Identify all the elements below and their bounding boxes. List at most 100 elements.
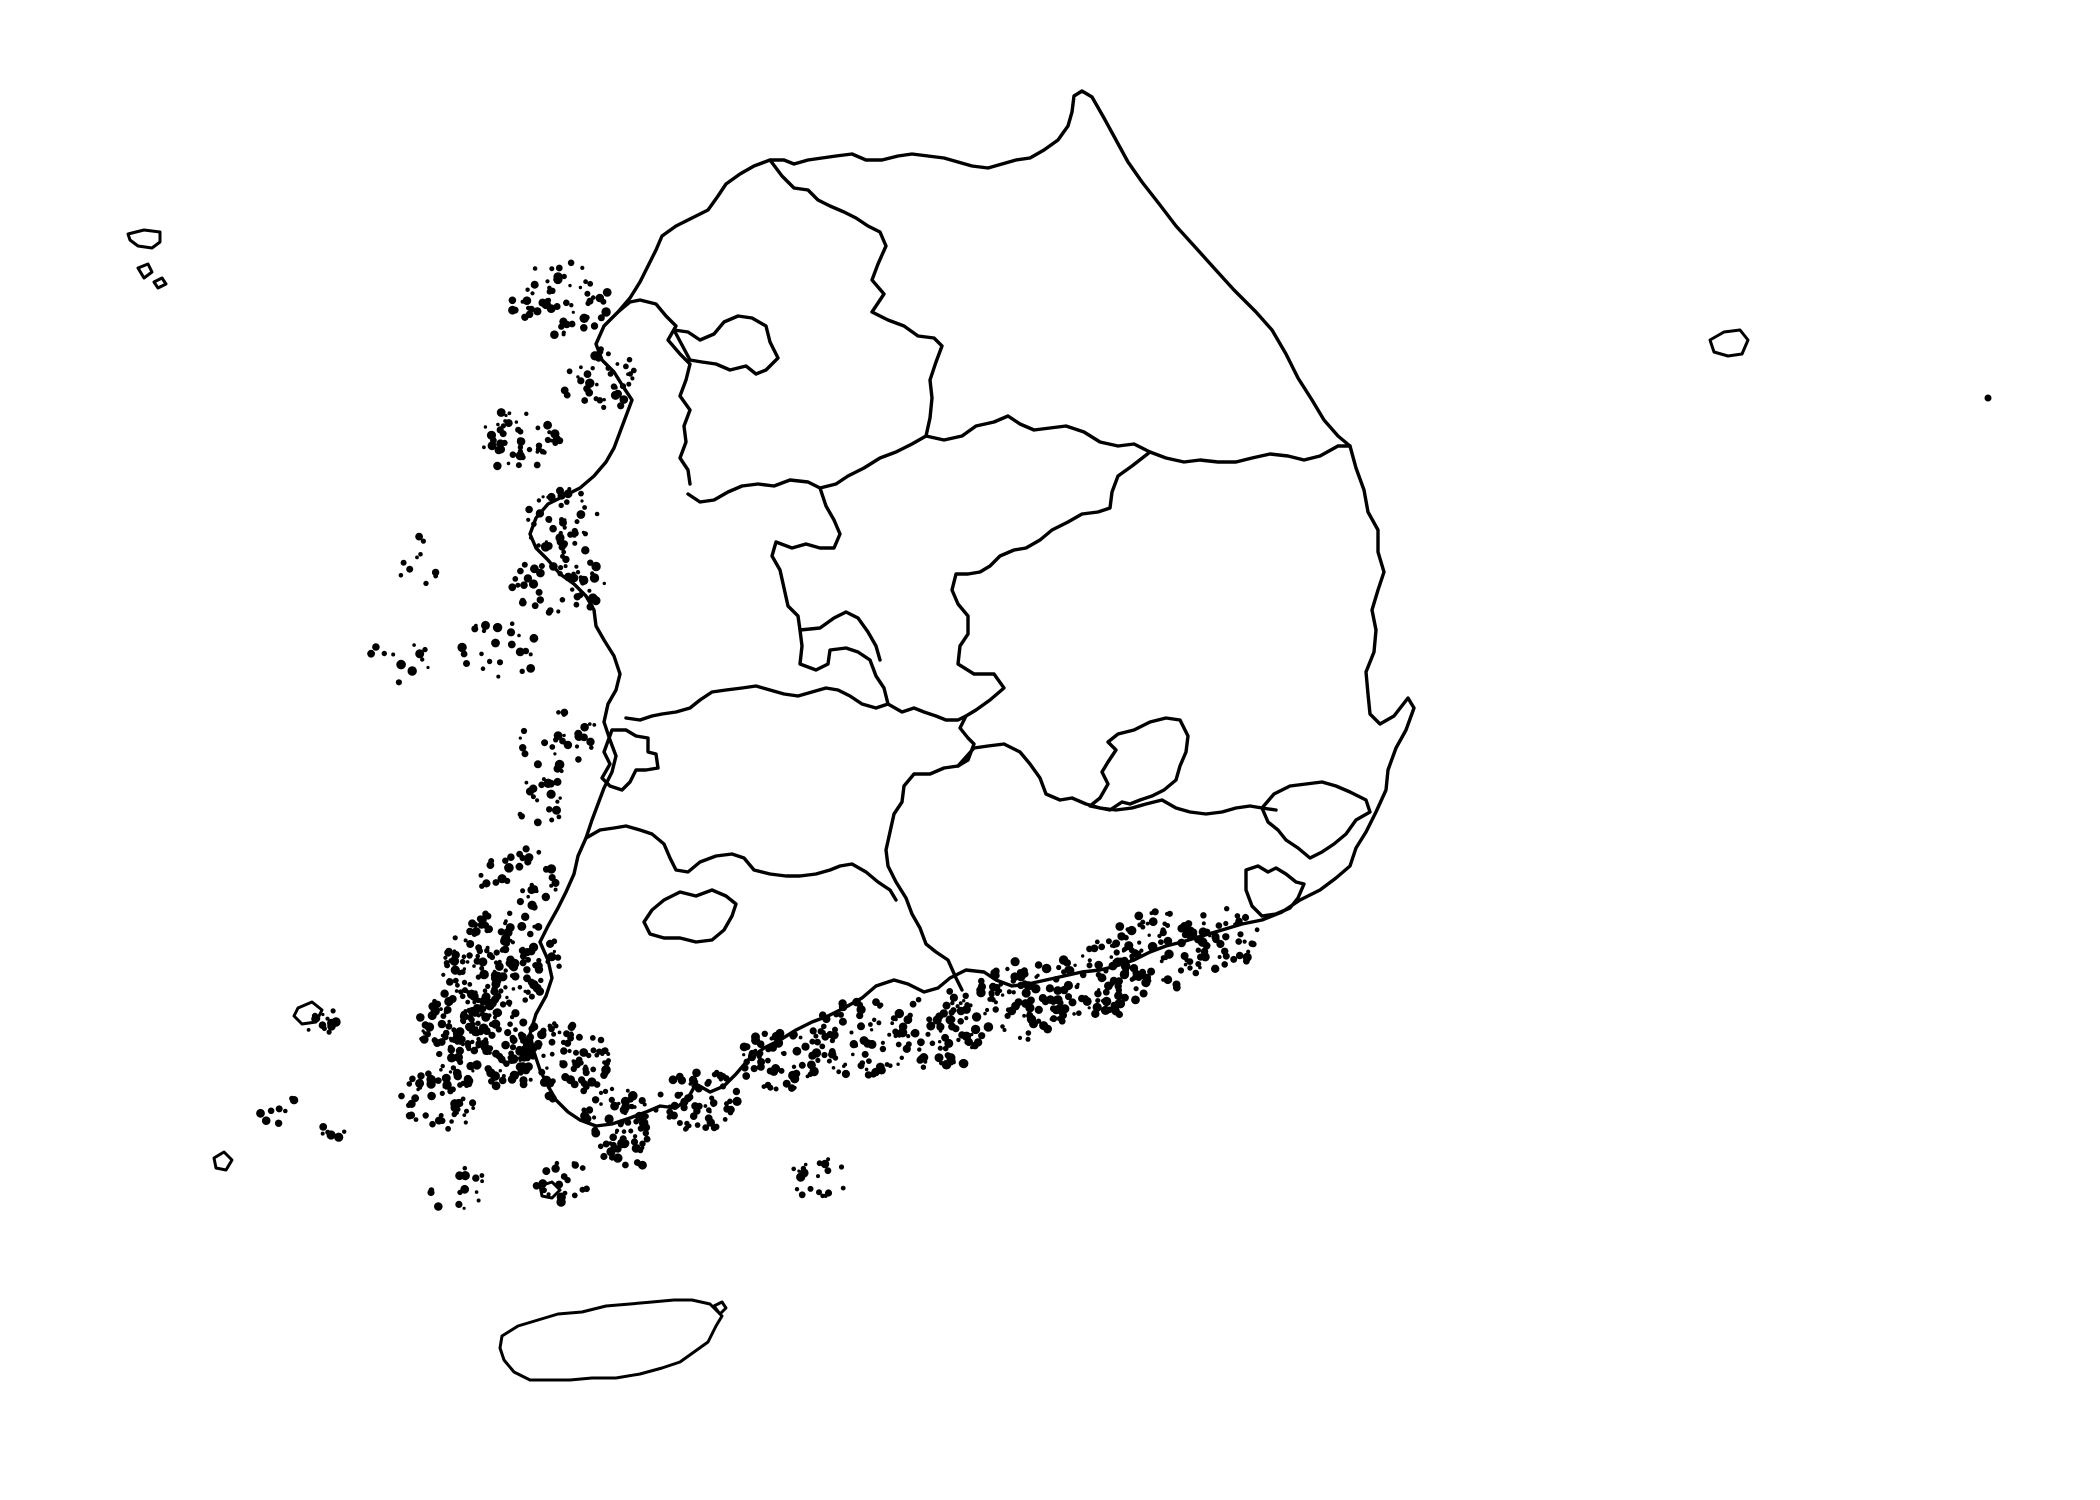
island-speck — [861, 1050, 869, 1058]
island-speck — [1165, 923, 1171, 928]
island-speck — [544, 298, 551, 304]
island-speck — [531, 602, 539, 610]
island-speck — [604, 1067, 610, 1073]
island-speck — [896, 1032, 902, 1038]
island-speck — [398, 1092, 405, 1100]
island-speck — [1029, 1019, 1038, 1029]
island-speck — [442, 1085, 446, 1089]
island-speck — [440, 1063, 445, 1069]
island-speck — [544, 1091, 554, 1101]
island-speck — [509, 621, 515, 626]
island-speck — [459, 1012, 469, 1021]
island-speck — [976, 988, 986, 998]
island-speck — [525, 505, 533, 514]
island-speck — [833, 1012, 839, 1018]
border-jeonbuk-jeonnam — [584, 824, 898, 902]
island-speck — [469, 1099, 477, 1107]
island-speck — [579, 365, 583, 370]
island-speck — [584, 290, 591, 297]
island-speck — [502, 857, 509, 864]
island-speck — [452, 977, 459, 984]
island-speck — [1186, 958, 1194, 965]
island-speck — [590, 1066, 597, 1073]
island-speck — [549, 524, 557, 533]
island-speck — [482, 1047, 490, 1055]
island-speck — [576, 510, 586, 519]
island-speck — [1237, 931, 1244, 938]
island-speck — [452, 935, 458, 941]
island-speck — [964, 1016, 969, 1021]
island-speck — [509, 1070, 520, 1081]
island-speck — [872, 1017, 877, 1022]
island-speck — [488, 1021, 495, 1028]
island-speck — [687, 1123, 692, 1129]
island-speck — [457, 1189, 463, 1196]
island-speck — [562, 525, 567, 530]
island-speck — [407, 1111, 416, 1119]
island-speck — [527, 947, 536, 956]
island-speck — [546, 1192, 551, 1197]
island-speck — [415, 555, 419, 560]
island-speck — [583, 1064, 588, 1069]
island-speck — [334, 1132, 344, 1142]
island-speck — [553, 777, 562, 786]
island-speck — [508, 305, 517, 315]
island-speck — [1002, 1028, 1007, 1032]
island-speck — [515, 647, 525, 657]
island-speck — [962, 1005, 971, 1014]
island-speck — [556, 437, 564, 445]
island-speck — [591, 1128, 601, 1138]
island-speck — [496, 422, 500, 427]
island-speck — [667, 1104, 672, 1109]
island-speck — [1036, 973, 1040, 978]
island-speck — [849, 1030, 854, 1035]
island-speck — [589, 573, 600, 583]
island-speck — [465, 960, 470, 964]
island-speck — [582, 505, 587, 510]
island-speck — [558, 565, 564, 571]
island-speck — [419, 1036, 424, 1041]
island-speck — [856, 1012, 864, 1020]
island-speck — [452, 1030, 458, 1036]
island-speck — [587, 559, 594, 566]
island-speck — [426, 665, 430, 670]
island-speck — [471, 1069, 475, 1073]
island-speck — [472, 1060, 482, 1070]
island-speck — [1103, 968, 1109, 974]
island-speck — [1250, 940, 1257, 948]
island-speck — [1160, 927, 1166, 933]
island-speck — [547, 779, 555, 788]
island-speck — [552, 949, 557, 954]
island-speck — [1197, 953, 1205, 961]
island-speck — [1114, 991, 1123, 1001]
baengnyeongdo-island — [126, 228, 162, 250]
island-speck — [962, 999, 966, 1003]
island-speck — [512, 576, 519, 582]
island-speck — [830, 1030, 839, 1040]
island-speck — [517, 444, 524, 450]
island-speck — [426, 1079, 436, 1089]
island-speck — [1211, 964, 1220, 973]
island-speck — [978, 1032, 986, 1040]
island-speck — [463, 1009, 468, 1014]
island-speck — [642, 1130, 649, 1137]
island-speck — [516, 898, 525, 906]
island-speck — [1245, 955, 1250, 961]
island-speck — [1235, 917, 1243, 925]
island-speck — [535, 798, 540, 803]
island-speck — [549, 817, 555, 823]
island-speck — [732, 1096, 742, 1106]
island-speck — [969, 1032, 974, 1037]
island-speck — [714, 1069, 720, 1076]
island-speck — [1119, 957, 1123, 962]
island-speck — [571, 310, 575, 314]
island-speck — [492, 1008, 502, 1018]
island-speck — [766, 1067, 774, 1075]
border-saemangeum — [600, 728, 660, 792]
island-speck — [533, 461, 541, 469]
island-speck — [538, 781, 545, 789]
island-speck — [1165, 912, 1169, 916]
island-speck — [536, 543, 541, 548]
island-speck — [412, 643, 416, 647]
island-speck — [1121, 949, 1126, 953]
